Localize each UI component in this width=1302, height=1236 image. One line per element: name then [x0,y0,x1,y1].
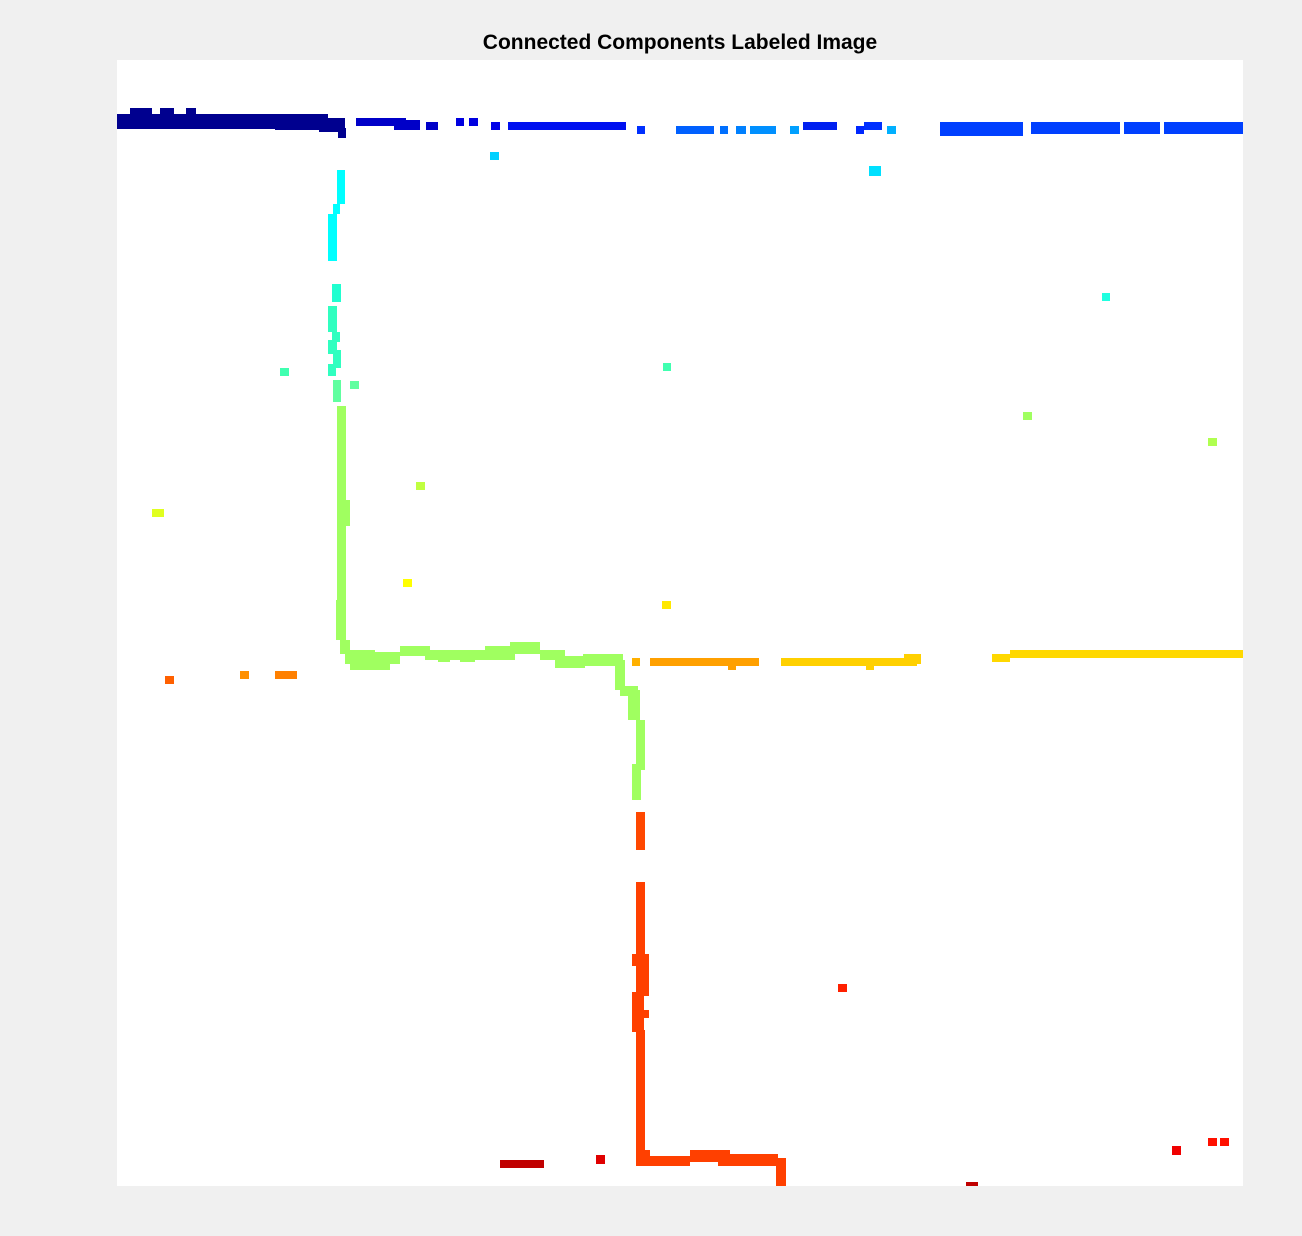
component-region [596,1155,605,1164]
component-region [663,363,671,371]
component-region [500,1160,544,1168]
component-region [615,660,625,690]
component-region [130,108,152,116]
component-region [856,126,864,134]
component-region [864,122,882,130]
component-region [568,660,583,668]
component-region [328,340,337,354]
component-region [240,671,249,679]
component-region [628,690,640,720]
component-region [332,332,340,342]
component-region [275,671,297,679]
component-region [636,1030,645,1154]
component-region [460,654,475,662]
component-region [341,500,350,526]
component-region [394,120,420,130]
component-region [636,812,645,850]
component-region [636,1010,649,1018]
component-region [333,350,341,368]
component-region [636,1150,650,1166]
component-region [1031,122,1120,134]
component-region [750,126,776,134]
component-region [333,380,341,402]
component-region [1208,438,1217,446]
component-region [736,126,746,134]
component-region [416,482,425,490]
component-region [776,1158,786,1186]
component-region [650,658,759,666]
component-region [887,126,896,134]
component-region [438,654,450,662]
component-region [332,284,341,302]
component-region [869,166,881,176]
component-region [718,1154,778,1166]
component-region [1102,293,1110,301]
labeled-image [117,108,1243,1186]
component-region [337,170,345,204]
component-region [328,214,337,261]
component-region [1220,1138,1229,1146]
component-region [866,664,874,670]
component-region [340,640,350,654]
component-region [350,381,359,389]
component-region [508,122,626,130]
component-region [280,368,289,376]
component-region [160,108,174,116]
component-region [165,676,174,684]
component-region [510,642,540,654]
component-region [356,118,406,126]
component-region [636,882,645,958]
component-region [676,126,714,134]
component-region [904,654,921,664]
component-region [540,650,565,660]
component-region [1164,122,1243,134]
component-region [636,958,649,996]
component-region [790,126,799,134]
component-region [400,646,430,656]
component-region [583,654,623,666]
component-region [1023,412,1032,420]
component-region [662,601,671,609]
component-region [403,579,412,587]
component-region [328,306,337,332]
component-region [152,509,164,517]
component-region [781,658,917,666]
component-region [636,720,645,770]
component-region [491,122,500,130]
component-region [632,658,640,666]
component-region [803,122,837,130]
component-region [338,128,346,138]
component-region [426,122,438,130]
component-region [1010,650,1243,658]
component-region [720,126,728,134]
component-region [456,118,464,126]
component-region [1124,122,1160,134]
component-region [186,108,196,116]
component-region [1208,1138,1217,1146]
component-region [490,152,499,160]
component-region [966,1182,978,1186]
component-region [728,664,736,670]
component-region [637,126,645,134]
component-region [650,1156,690,1166]
component-region [275,114,328,130]
component-region [469,118,478,126]
component-region [370,652,400,664]
component-region [1172,1146,1181,1155]
component-region [940,122,1023,136]
component-region [336,600,346,640]
component-region [632,764,641,800]
component-region [328,364,336,376]
component-region [333,204,340,214]
component-region [475,650,515,660]
figure-title: Connected Components Labeled Image [482,31,878,54]
component-region [992,654,1010,662]
component-region [485,646,515,654]
image-axes [117,60,1243,1186]
component-region [838,984,847,992]
